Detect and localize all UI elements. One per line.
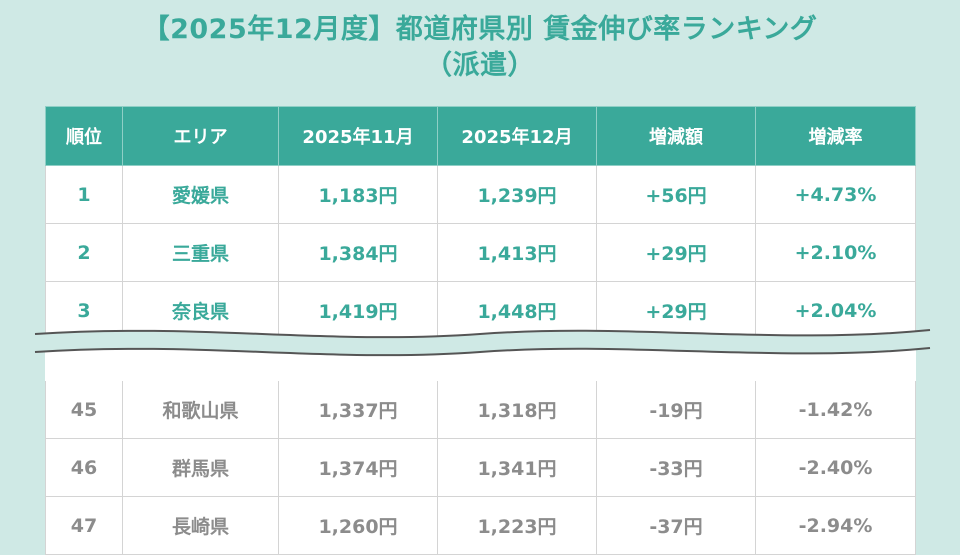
table-row: 46 群馬県 1,374円 1,341円 -33円 -2.40% [45, 438, 916, 497]
cell-nov: 1,419円 [278, 281, 438, 340]
title-line-2: （派遣） [425, 50, 535, 81]
cell-rank: 45 [45, 380, 123, 439]
cell-rank: 47 [45, 496, 123, 555]
wave-line-bottom [34, 347, 931, 357]
cell-change-rate: -2.40% [755, 438, 916, 497]
cell-dec: 1,341円 [437, 438, 597, 497]
cell-dec: 1,223円 [437, 496, 597, 555]
cell-nov: 1,183円 [278, 165, 438, 224]
table-row: 3 奈良県 1,419円 1,448円 +29円 +2.04% [45, 281, 916, 340]
cell-change-rate: -1.42% [755, 380, 916, 439]
cell-dec: 1,448円 [437, 281, 597, 340]
cell-dec: 1,413円 [437, 223, 597, 282]
cell-change-rate: +2.10% [755, 223, 916, 282]
table-header-row: 順位 エリア 2025年11月 2025年12月 増減額 増減率 [45, 106, 916, 166]
wave-line-top [34, 329, 931, 339]
table-row: 45 和歌山県 1,337円 1,318円 -19円 -1.42% [45, 380, 916, 439]
omission-wave-divider [34, 329, 931, 357]
cell-change-amount: +56円 [596, 165, 756, 224]
cell-change-amount: -19円 [596, 380, 756, 439]
cell-rank: 46 [45, 438, 123, 497]
cell-change-amount: +29円 [596, 223, 756, 282]
cell-area: 和歌山県 [122, 380, 279, 439]
header-rank: 順位 [45, 106, 123, 166]
table-row: 2 三重県 1,384円 1,413円 +29円 +2.10% [45, 223, 916, 282]
cell-dec: 1,239円 [437, 165, 597, 224]
cell-nov: 1,337円 [278, 380, 438, 439]
cell-rank: 2 [45, 223, 123, 282]
header-area: エリア [122, 106, 279, 166]
header-dec: 2025年12月 [437, 106, 597, 166]
header-nov: 2025年11月 [278, 106, 438, 166]
cell-nov: 1,374円 [278, 438, 438, 497]
table-row: 1 愛媛県 1,183円 1,239円 +56円 +4.73% [45, 165, 916, 224]
cell-area: 愛媛県 [122, 165, 279, 224]
wave-band [35, 330, 930, 356]
header-change-amount: 増減額 [596, 106, 756, 166]
header-change-rate: 増減率 [755, 106, 916, 166]
cell-rank: 1 [45, 165, 123, 224]
cell-change-rate: -2.94% [755, 496, 916, 555]
title-line-1: 【2025年12月度】都道府県別 賃金伸び率ランキング [142, 14, 818, 45]
cell-change-rate: +4.73% [755, 165, 916, 224]
cell-change-amount: -37円 [596, 496, 756, 555]
cell-nov: 1,384円 [278, 223, 438, 282]
cell-change-rate: +2.04% [755, 281, 916, 340]
page-title: 【2025年12月度】都道府県別 賃金伸び率ランキング （派遣） [0, 12, 960, 84]
cell-change-amount: +29円 [596, 281, 756, 340]
cell-nov: 1,260円 [278, 496, 438, 555]
cell-area: 長崎県 [122, 496, 279, 555]
cell-dec: 1,318円 [437, 380, 597, 439]
cell-area: 群馬県 [122, 438, 279, 497]
cell-change-amount: -33円 [596, 438, 756, 497]
cell-area: 三重県 [122, 223, 279, 282]
table-row: 47 長崎県 1,260円 1,223円 -37円 -2.94% [45, 496, 916, 555]
